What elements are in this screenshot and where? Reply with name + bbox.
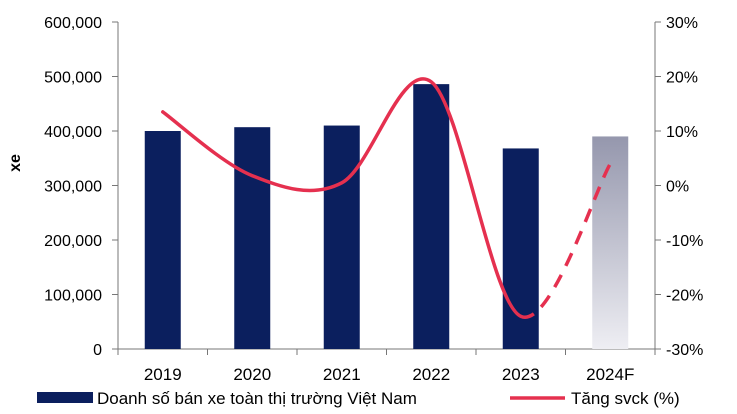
right-tick-label: 20% bbox=[666, 70, 698, 87]
right-tick-label: 30% bbox=[666, 15, 698, 32]
bar bbox=[413, 84, 449, 349]
right-tick-label: 0% bbox=[666, 179, 689, 196]
x-tick-label: 2021 bbox=[323, 365, 361, 384]
left-tick-label: 400,000 bbox=[44, 124, 102, 141]
bar bbox=[234, 127, 270, 349]
left-tick-label: 100,000 bbox=[44, 288, 102, 305]
x-tick-label: 2023 bbox=[502, 365, 540, 384]
left-tick-label: 300,000 bbox=[44, 179, 102, 196]
left-tick-label: 200,000 bbox=[44, 233, 102, 250]
bar bbox=[324, 126, 360, 349]
legend-swatch-bar bbox=[37, 392, 93, 403]
line-series bbox=[163, 79, 611, 317]
left-tick-label: 500,000 bbox=[44, 70, 102, 87]
legend-label-bar: Doanh số bán xe toàn thị trường Việt Nam bbox=[97, 389, 417, 408]
y-axis-label: xe bbox=[7, 154, 24, 172]
bar-forecast bbox=[592, 136, 628, 349]
left-tick-label: 0 bbox=[93, 342, 102, 359]
bar-series bbox=[145, 84, 629, 349]
bar bbox=[145, 131, 181, 349]
left-tick-label: 600,000 bbox=[44, 15, 102, 32]
right-tick-label: 10% bbox=[666, 124, 698, 141]
right-axis: -30% -20% -10% 0% 10% 20% 30% bbox=[655, 15, 703, 359]
legend-label-line: Tăng svck (%) bbox=[571, 389, 680, 408]
x-axis: 2019 2020 2021 2022 2023 2024F bbox=[118, 349, 655, 384]
left-axis: 0 100,000 200,000 300,000 400,000 500,000 600,… bbox=[44, 15, 118, 359]
right-tick-label: -30% bbox=[666, 342, 703, 359]
plot-area bbox=[118, 22, 655, 349]
x-tick-label: 2022 bbox=[412, 365, 450, 384]
x-tick-label: 2024F bbox=[586, 365, 634, 384]
x-tick-label: 2019 bbox=[144, 365, 182, 384]
right-tick-label: -20% bbox=[666, 288, 703, 305]
legend: Doanh số bán xe toàn thị trường Việt Nam… bbox=[37, 389, 680, 408]
x-tick-label: 2020 bbox=[233, 365, 271, 384]
bar bbox=[503, 148, 539, 349]
right-tick-label: -10% bbox=[666, 233, 703, 250]
